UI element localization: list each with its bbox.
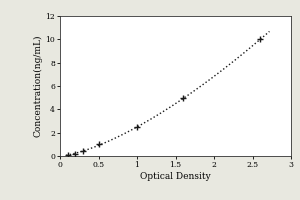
X-axis label: Optical Density: Optical Density [140, 172, 211, 181]
Y-axis label: Concentration(ng/mL): Concentration(ng/mL) [34, 35, 43, 137]
